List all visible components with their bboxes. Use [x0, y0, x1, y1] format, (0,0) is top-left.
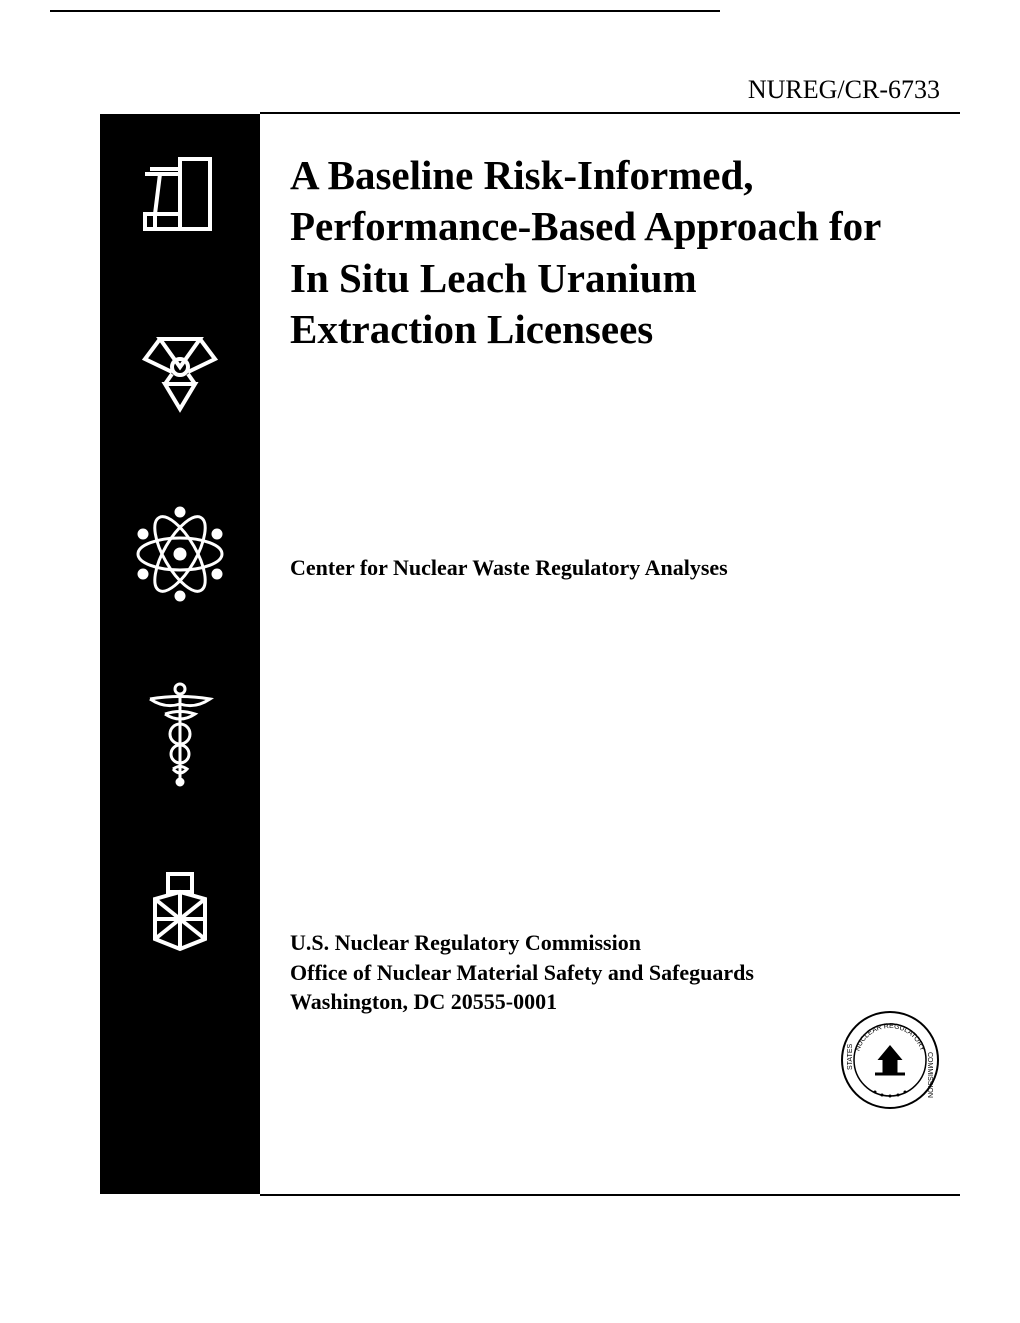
svg-text:STATES: STATES — [847, 1043, 854, 1070]
lower-divider-line — [260, 1194, 960, 1196]
radiation-icon — [130, 324, 230, 424]
icon-sidebar — [100, 114, 260, 1194]
title-line-3: In Situ Leach Uranium — [290, 253, 940, 304]
caduceus-icon — [130, 684, 230, 784]
atom-icon — [130, 504, 230, 604]
agency-line-3: Washington, DC 20555-0001 — [290, 987, 754, 1017]
nrc-seal-icon: NUCLEAR REGULATORY STATES COMMISSION — [840, 1010, 940, 1110]
title-block: A Baseline Risk-Informed, Performance-Ba… — [290, 150, 940, 355]
agency-block: U.S. Nuclear Regulatory Commission Offic… — [290, 928, 754, 1017]
title-line-2: Performance-Based Approach for — [290, 201, 940, 252]
title-line-1: A Baseline Risk-Informed, — [290, 150, 940, 201]
waste-icon — [130, 864, 230, 964]
svg-text:COMMISSION: COMMISSION — [926, 1052, 933, 1098]
agency-line-1: U.S. Nuclear Regulatory Commission — [290, 928, 754, 958]
reactor-icon — [130, 144, 230, 244]
upper-divider-line — [260, 112, 960, 114]
agency-line-2: Office of Nuclear Material Safety and Sa… — [290, 958, 754, 988]
author-org: Center for Nuclear Waste Regulatory Anal… — [290, 555, 728, 581]
title-line-4: Extraction Licensees — [290, 304, 940, 355]
top-border-line — [50, 10, 720, 12]
report-id: NUREG/CR-6733 — [748, 75, 940, 105]
